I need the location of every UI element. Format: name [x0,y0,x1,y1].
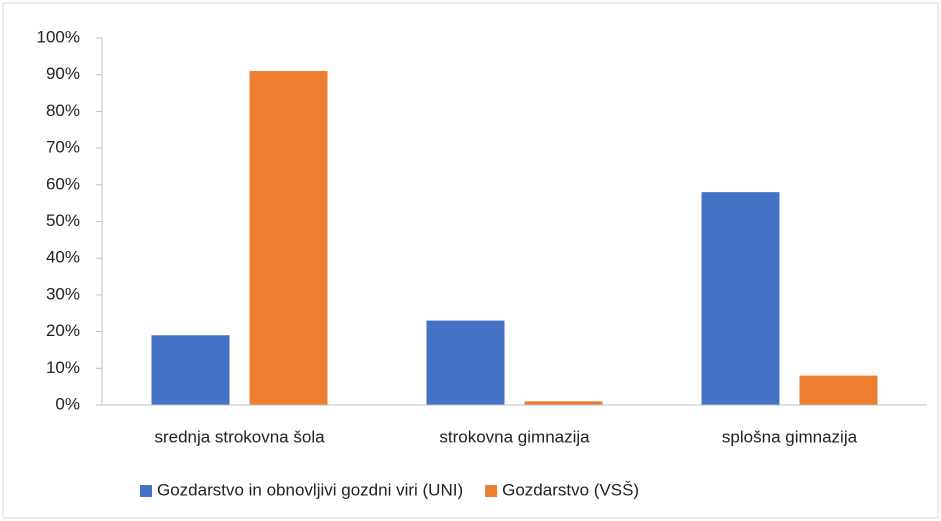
legend-swatch [485,485,498,497]
y-tick-label: 90% [46,64,80,83]
legend-swatch [140,485,152,497]
y-tick-label: 10% [46,358,80,377]
y-tick-label: 0% [55,394,80,413]
bar [799,375,878,405]
y-tick-label: 100% [37,27,80,46]
bar [701,192,780,405]
bar [151,335,230,405]
y-tick-label: 20% [46,321,80,340]
bar [249,71,328,405]
bar [524,401,603,405]
x-tick-label: splošna gimnazija [722,427,858,446]
y-tick-label: 50% [46,211,80,230]
y-tick-label: 70% [46,138,80,157]
bar [426,320,505,405]
y-tick-label: 60% [46,174,80,193]
legend-label: Gozdarstvo (VSŠ) [502,480,639,499]
y-tick-label: 30% [46,284,80,303]
legend-label: Gozdarstvo in obnovljivi gozdni viri (UN… [157,480,463,499]
x-tick-label: strokovna gimnazija [439,427,590,446]
y-tick-label: 80% [46,101,80,120]
x-tick-label: srednja strokovna šola [154,427,325,446]
y-tick-label: 40% [46,248,80,267]
